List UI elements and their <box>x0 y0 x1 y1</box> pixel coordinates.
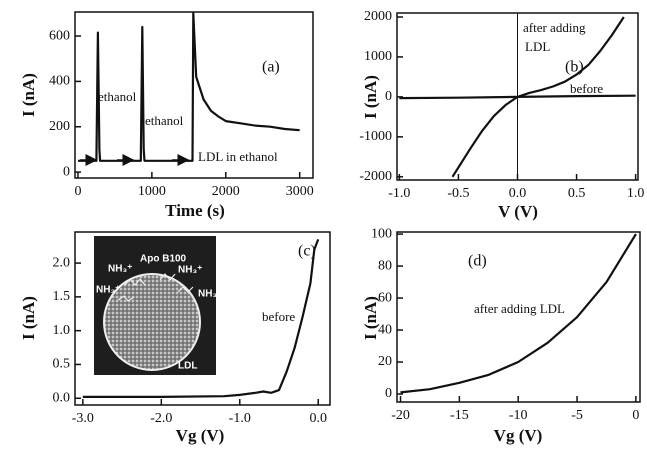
y-tick-label: 1.0 <box>53 323 71 338</box>
x-tick-label: -3.0 <box>72 411 94 426</box>
x-tick-label: -20 <box>391 408 410 423</box>
y-tick-label: 20 <box>378 354 392 369</box>
plot-frame <box>396 231 641 403</box>
x-tick-label: 0.0 <box>309 411 327 426</box>
annotation: before <box>262 309 295 324</box>
panel-label: (b) <box>565 59 584 76</box>
y-axis-label: I (nA) <box>361 296 380 340</box>
inset <box>94 236 216 375</box>
y-tick-label: 200 <box>49 119 70 134</box>
x-tick-label: 0.5 <box>568 186 586 201</box>
x-tick-label: 0 <box>632 408 639 423</box>
y-tick-label: 0.0 <box>53 390 71 405</box>
ldl-particle <box>103 273 201 371</box>
x-tick-label: -1.0 <box>388 186 410 201</box>
x-axis-label: V (V) <box>498 202 538 221</box>
y-axis-label: I (nA) <box>361 75 380 119</box>
x-tick-label: 0 <box>74 184 81 199</box>
y-axis-label: I (nA) <box>19 296 38 340</box>
inset-label: NH₃⁺ <box>178 265 202 276</box>
annotation: LDL in ethanol <box>198 149 278 164</box>
y-tick-label: 60 <box>378 290 392 305</box>
x-tick-label: -1.0 <box>229 411 251 426</box>
data-line <box>399 94 636 100</box>
x-tick-label: -15 <box>450 408 469 423</box>
x-tick-label: 1.0 <box>627 186 645 201</box>
annotation: ethanol <box>145 113 184 128</box>
annotation: LDL <box>525 39 550 54</box>
x-tick-label: 1000 <box>138 184 166 199</box>
y-tick-label: 1000 <box>364 49 392 64</box>
y-tick-label: 2000 <box>364 9 392 24</box>
inset-label: LDL <box>178 361 197 372</box>
plot-frame <box>74 11 314 179</box>
inset-label: NH₃⁺ <box>108 264 132 275</box>
y-tick-label: 100 <box>371 226 392 241</box>
plot-frame <box>74 231 331 406</box>
annotation: after adding LDL <box>474 301 565 316</box>
y-tick-label: 80 <box>378 258 392 273</box>
x-axis-label: Vg (V) <box>176 426 225 445</box>
x-axis-label: Vg (V) <box>494 426 543 445</box>
x-axis-label: Time (s) <box>165 201 225 220</box>
y-tick-label: 1.5 <box>53 289 71 304</box>
y-tick-label: 0 <box>63 164 70 179</box>
x-tick-label: -5 <box>571 408 583 423</box>
data-line <box>451 16 625 178</box>
y-tick-label: 2.0 <box>53 255 71 270</box>
inset-label: NH₃⁺ <box>96 285 120 296</box>
y-axis-label: I (nA) <box>19 73 38 117</box>
y-tick-label: 400 <box>49 74 70 89</box>
inset-label: NH₃⁺ <box>198 289 222 300</box>
annotation: ethanol <box>98 89 137 104</box>
x-tick-label: 2000 <box>212 184 240 199</box>
annotation: after adding <box>523 20 586 35</box>
data-line <box>82 239 320 398</box>
x-tick-label: 0.0 <box>509 186 527 201</box>
y-tick-label: 40 <box>378 322 392 337</box>
panel-label: (c) <box>298 243 316 260</box>
x-tick-label: -10 <box>509 408 528 423</box>
data-line <box>400 233 637 394</box>
y-tick-label: -2000 <box>359 169 392 184</box>
x-tick-label: -2.0 <box>150 411 172 426</box>
y-tick-label: 0 <box>385 386 392 401</box>
x-tick-label: 3000 <box>286 184 314 199</box>
panel-label: (d) <box>468 253 487 270</box>
x-tick-label: -0.5 <box>447 186 469 201</box>
chains <box>117 273 194 302</box>
y-tick-label: 0.5 <box>53 357 71 372</box>
annotation: before <box>570 81 603 96</box>
data-line <box>78 12 300 162</box>
panel-label: (a) <box>262 59 280 76</box>
y-tick-label: 0 <box>385 89 392 104</box>
y-tick-label: 600 <box>49 28 70 43</box>
inset-label: Apo B100 <box>140 254 187 265</box>
y-tick-label: -1000 <box>359 129 392 144</box>
